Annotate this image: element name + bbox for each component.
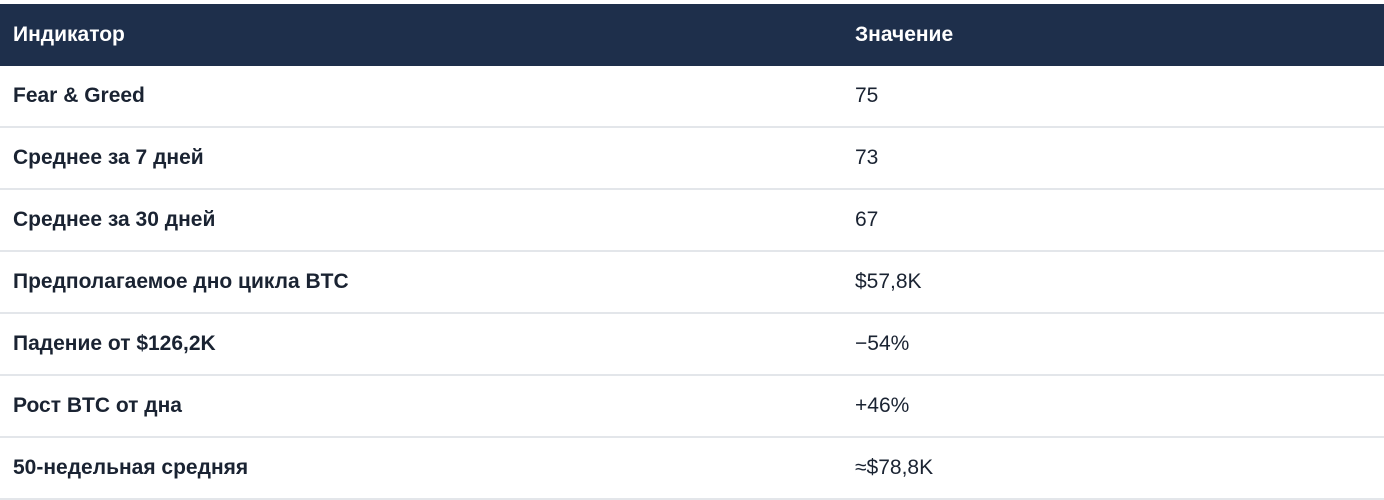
table-row: Среднее за 7 дней 73 — [0, 128, 1384, 190]
row-value: ≈$78,8K — [855, 456, 934, 479]
row-indicator: Среднее за 30 дней — [13, 208, 216, 231]
table-row: Fear & Greed 75 — [0, 66, 1384, 128]
row-value: 67 — [855, 208, 879, 231]
row-indicator: 50-недельная средняя — [13, 456, 249, 479]
table-row: Среднее за 30 дней 67 — [0, 190, 1384, 252]
row-indicator: Предполагаемое дно цикла BTC — [13, 270, 349, 293]
table-row: 50-недельная средняя ≈$78,8K — [0, 438, 1384, 500]
header-indicator: Индикатор — [13, 23, 125, 46]
header-value: Значение — [855, 23, 954, 46]
row-value: $57,8K — [855, 270, 922, 293]
table-row: Рост BTC от дна +46% — [0, 376, 1384, 438]
table-row: Предполагаемое дно цикла BTC $57,8K — [0, 252, 1384, 314]
row-value: +46% — [855, 394, 910, 417]
table-row: Падение от $126,2K −54% — [0, 314, 1384, 376]
row-indicator: Падение от $126,2K — [13, 332, 216, 355]
row-value: −54% — [855, 332, 910, 355]
row-indicator: Fear & Greed — [13, 84, 145, 107]
row-indicator: Среднее за 7 дней — [13, 146, 204, 169]
table-header: Индикатор Значение — [0, 4, 1384, 66]
row-indicator: Рост BTC от дна — [13, 394, 182, 417]
row-value: 73 — [855, 146, 879, 169]
row-value: 75 — [855, 84, 879, 107]
